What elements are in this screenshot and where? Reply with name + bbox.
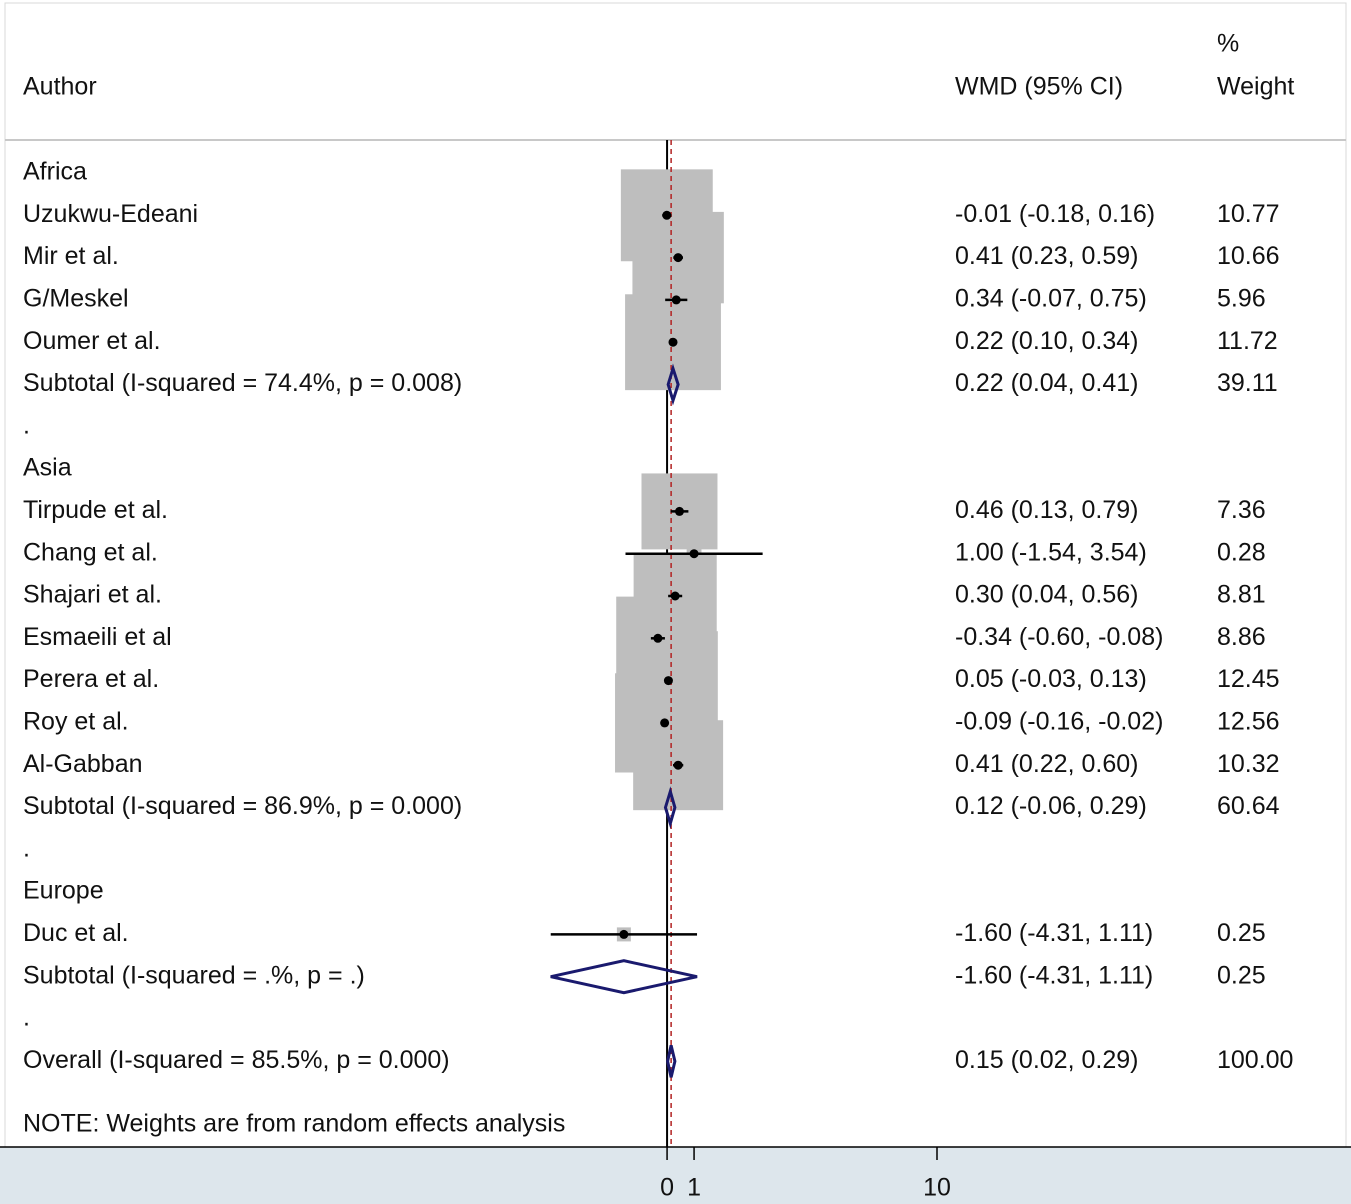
ci-label: -1.60 (-4.31, 1.11): [955, 961, 1153, 989]
ci-label: 0.15 (0.02, 0.29): [955, 1046, 1138, 1074]
weight-label: 10.32: [1217, 750, 1280, 778]
ci-label: 0.41 (0.23, 0.59): [955, 242, 1138, 270]
weight-label: 5.96: [1217, 285, 1266, 313]
weight-header: Weight: [1217, 73, 1294, 101]
row-label: Al-Gabban: [23, 750, 143, 778]
row-label: Asia: [23, 454, 72, 482]
author-header: Author: [23, 73, 97, 101]
row-label: .: [23, 411, 30, 439]
ci-label: -0.09 (-0.16, -0.02): [955, 708, 1163, 736]
weight-label: 10.66: [1217, 242, 1280, 270]
effect-dot: [689, 549, 699, 559]
pooled-diamond: [666, 363, 680, 406]
row-label: Mir et al.: [23, 242, 119, 270]
pooled-diamond: [666, 1044, 677, 1078]
ci-label: 1.00 (-1.54, 3.54): [955, 538, 1147, 566]
weight-label: 12.45: [1217, 665, 1280, 693]
row-label: Duc et al.: [23, 919, 129, 947]
weight-label: 11.72: [1217, 327, 1278, 355]
ci-label: -0.01 (-0.18, 0.16): [955, 200, 1155, 228]
row-label: Uzukwu-Edeani: [23, 200, 198, 228]
ci-header: WMD (95% CI): [955, 73, 1123, 101]
row-label: Perera et al.: [23, 665, 159, 693]
weight-label: 60.64: [1217, 792, 1280, 820]
weight-label: 0.28: [1217, 538, 1266, 566]
effect-dot: [619, 929, 629, 939]
ci-label: 0.22 (0.04, 0.41): [955, 369, 1138, 397]
row-label: Subtotal (I-squared = 74.4%, p = 0.008): [23, 369, 462, 397]
row-label: Subtotal (I-squared = 86.9%, p = 0.000): [23, 792, 462, 820]
weight-label: 0.25: [1217, 919, 1266, 947]
effect-dot: [668, 337, 678, 347]
row-label: Africa: [23, 158, 87, 186]
ci-label: 0.34 (-0.07, 0.75): [955, 285, 1147, 313]
ci-label: 0.46 (0.13, 0.79): [955, 496, 1138, 524]
weight-label: 8.81: [1217, 581, 1266, 609]
effect-dot: [673, 760, 683, 770]
row-label: Europe: [23, 877, 104, 905]
ci-label: 0.05 (-0.03, 0.13): [955, 665, 1147, 693]
effect-dot: [663, 676, 673, 686]
weight-label: 100.00: [1217, 1046, 1293, 1074]
ci-label: 0.30 (0.04, 0.56): [955, 581, 1138, 609]
row-label: .: [23, 1004, 30, 1032]
axis-band: [0, 1147, 1351, 1204]
row-label: Esmaeili et al: [23, 623, 172, 651]
ci-label: 0.41 (0.22, 0.60): [955, 750, 1138, 778]
x-tick-label: 1: [687, 1174, 701, 1202]
row-label: Shajari et al.: [23, 581, 162, 609]
row-label: Subtotal (I-squared = .%, p = .): [23, 961, 365, 989]
row-label: Overall (I-squared = 85.5%, p = 0.000): [23, 1046, 450, 1074]
ci-label: -0.34 (-0.60, -0.08): [955, 623, 1163, 651]
weight-label: 8.86: [1217, 623, 1266, 651]
row-label: Oumer et al.: [23, 327, 161, 355]
note: NOTE: Weights are from random effects an…: [23, 1110, 565, 1138]
effect-dot: [662, 210, 672, 220]
effect-dot: [673, 253, 683, 263]
effect-dot: [660, 718, 670, 728]
ci-label: 0.22 (0.10, 0.34): [955, 327, 1138, 355]
row-label: Tirpude et al.: [23, 496, 168, 524]
x-tick-label: 0: [660, 1174, 674, 1202]
weight-header: %: [1217, 30, 1239, 58]
row-label: Chang et al.: [23, 538, 158, 566]
weight-label: 7.36: [1217, 496, 1266, 524]
ci-label: -1.60 (-4.31, 1.11): [955, 919, 1153, 947]
effect-dot: [653, 633, 663, 643]
effect-dot: [671, 295, 681, 305]
weight-label: 39.11: [1217, 369, 1278, 397]
effect-dot: [674, 506, 684, 516]
ci-label: 0.12 (-0.06, 0.29): [955, 792, 1147, 820]
pooled-diamond: [663, 786, 677, 829]
row-label: .: [23, 834, 30, 862]
weight-label: 12.56: [1217, 708, 1280, 736]
weight-label: 10.77: [1217, 200, 1280, 228]
pooled-diamond: [550, 959, 698, 995]
weight-label: 0.25: [1217, 961, 1266, 989]
effect-dot: [670, 591, 680, 601]
row-label: Roy et al.: [23, 708, 129, 736]
row-label: G/Meskel: [23, 285, 129, 313]
x-tick-label: 10: [923, 1174, 951, 1202]
